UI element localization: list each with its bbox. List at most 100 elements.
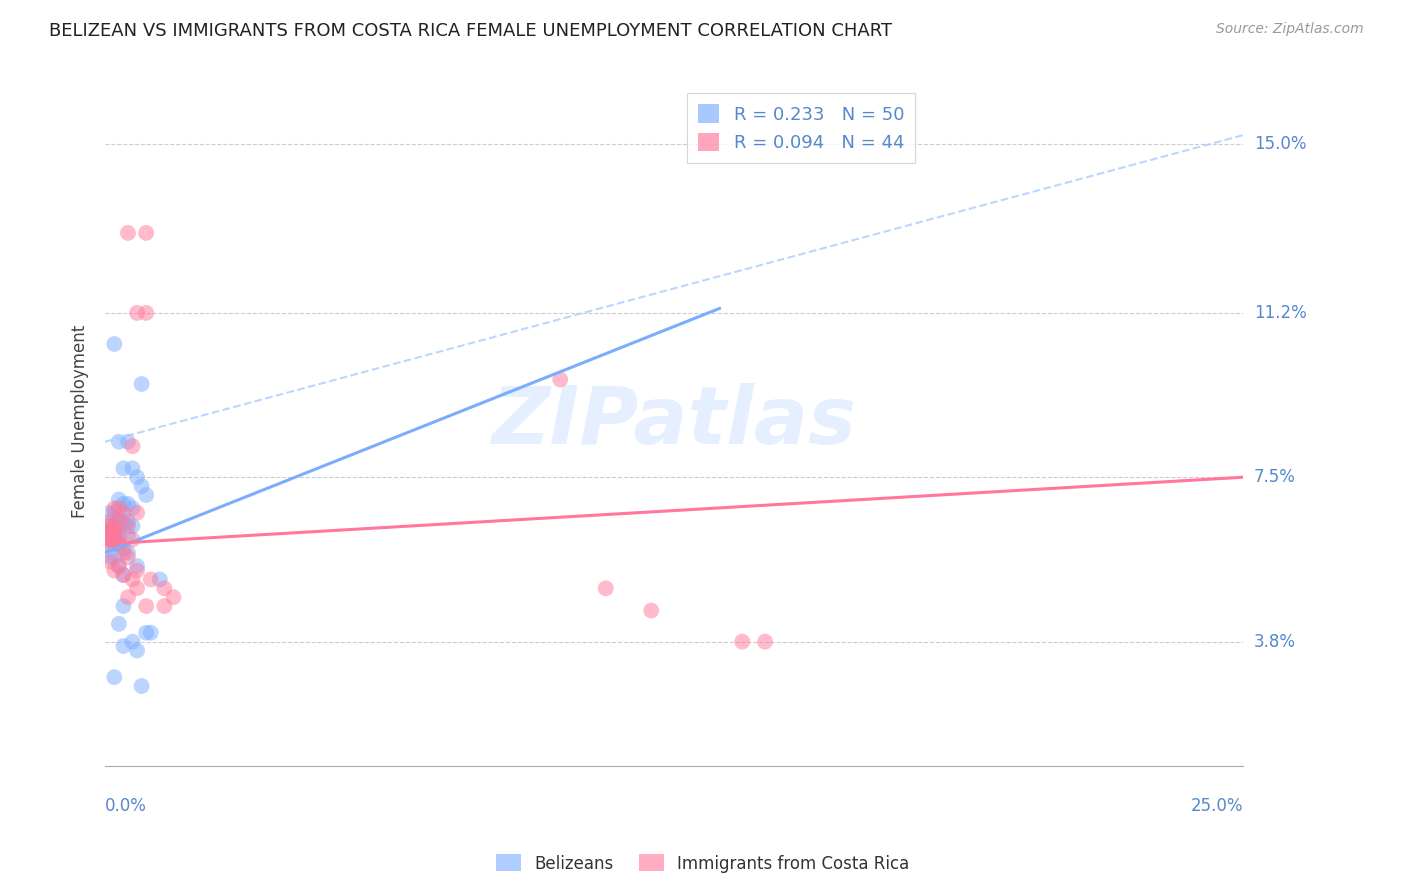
Immigrants from Costa Rica [108, 501, 131, 516]
Text: 0.0%: 0.0% [105, 797, 148, 814]
Immigrants from Costa Rica [121, 533, 143, 547]
Belizeans [117, 546, 139, 560]
Belizeans [149, 573, 172, 587]
Immigrants from Costa Rica [108, 515, 131, 529]
Immigrants from Costa Rica [103, 501, 125, 516]
Text: BELIZEAN VS IMMIGRANTS FROM COSTA RICA FEMALE UNEMPLOYMENT CORRELATION CHART: BELIZEAN VS IMMIGRANTS FROM COSTA RICA F… [49, 22, 893, 40]
Immigrants from Costa Rica [103, 533, 125, 547]
Belizeans [108, 559, 131, 574]
Belizeans [121, 519, 143, 533]
Text: 15.0%: 15.0% [1254, 135, 1306, 153]
Belizeans [121, 461, 143, 475]
Belizeans [131, 679, 153, 693]
Belizeans [108, 533, 131, 547]
Belizeans [112, 515, 135, 529]
Belizeans [117, 515, 139, 529]
Belizeans [103, 528, 125, 542]
Belizeans [103, 670, 125, 684]
Text: 3.8%: 3.8% [1254, 632, 1296, 650]
Immigrants from Costa Rica [731, 634, 754, 648]
Immigrants from Costa Rica [153, 582, 176, 596]
Text: 7.5%: 7.5% [1254, 468, 1296, 486]
Immigrants from Costa Rica [153, 599, 176, 613]
Immigrants from Costa Rica [112, 506, 135, 520]
Immigrants from Costa Rica [98, 515, 121, 529]
Belizeans [108, 492, 131, 507]
Belizeans [108, 510, 131, 524]
Text: ZIPatlas: ZIPatlas [492, 383, 856, 461]
Belizeans [125, 470, 148, 484]
Belizeans [112, 599, 135, 613]
Belizeans [121, 501, 143, 516]
Text: Source: ZipAtlas.com: Source: ZipAtlas.com [1216, 22, 1364, 37]
Immigrants from Costa Rica [98, 519, 121, 533]
Immigrants from Costa Rica [108, 559, 131, 574]
Immigrants from Costa Rica [98, 528, 121, 542]
Belizeans [98, 528, 121, 542]
Belizeans [112, 541, 135, 556]
Belizeans [112, 568, 135, 582]
Immigrants from Costa Rica [103, 519, 125, 533]
Belizeans [108, 616, 131, 631]
Belizeans [131, 376, 153, 391]
Text: 25.0%: 25.0% [1191, 797, 1243, 814]
Legend: Belizeans, Immigrants from Costa Rica: Belizeans, Immigrants from Costa Rica [489, 847, 917, 880]
Immigrants from Costa Rica [98, 555, 121, 569]
Belizeans [98, 537, 121, 551]
Belizeans [117, 528, 139, 542]
Immigrants from Costa Rica [117, 226, 139, 240]
Immigrants from Costa Rica [754, 634, 776, 648]
Immigrants from Costa Rica [112, 568, 135, 582]
Immigrants from Costa Rica [112, 546, 135, 560]
Belizeans [125, 559, 148, 574]
Immigrants from Costa Rica [117, 519, 139, 533]
Text: 11.2%: 11.2% [1254, 304, 1306, 322]
Belizeans [98, 506, 121, 520]
Belizeans [103, 506, 125, 520]
Belizeans [103, 519, 125, 533]
Immigrants from Costa Rica [139, 573, 162, 587]
Immigrants from Costa Rica [548, 372, 571, 386]
Immigrants from Costa Rica [125, 582, 148, 596]
Belizeans [103, 550, 125, 565]
Immigrants from Costa Rica [135, 306, 157, 320]
Immigrants from Costa Rica [121, 573, 143, 587]
Immigrants from Costa Rica [103, 524, 125, 538]
Belizeans [98, 550, 121, 565]
Immigrants from Costa Rica [135, 226, 157, 240]
Immigrants from Costa Rica [640, 603, 662, 617]
Immigrants from Costa Rica [98, 537, 121, 551]
Immigrants from Costa Rica [162, 591, 184, 605]
Belizeans [117, 434, 139, 449]
Immigrants from Costa Rica [125, 306, 148, 320]
Belizeans [103, 533, 125, 547]
Immigrants from Costa Rica [117, 550, 139, 565]
Belizeans [98, 533, 121, 547]
Immigrants from Costa Rica [135, 599, 157, 613]
Immigrants from Costa Rica [117, 591, 139, 605]
Immigrants from Costa Rica [125, 506, 148, 520]
Belizeans [103, 537, 125, 551]
Immigrants from Costa Rica [103, 564, 125, 578]
Belizeans [131, 479, 153, 493]
Belizeans [125, 643, 148, 657]
Immigrants from Costa Rica [121, 439, 143, 453]
Belizeans [112, 639, 135, 653]
Immigrants from Costa Rica [108, 537, 131, 551]
Belizeans [135, 625, 157, 640]
Immigrants from Costa Rica [98, 524, 121, 538]
Belizeans [108, 537, 131, 551]
Belizeans [108, 434, 131, 449]
Legend: R = 0.233   N = 50, R = 0.094   N = 44: R = 0.233 N = 50, R = 0.094 N = 44 [688, 94, 915, 162]
Belizeans [108, 524, 131, 538]
Belizeans [139, 625, 162, 640]
Belizeans [117, 497, 139, 511]
Immigrants from Costa Rica [595, 582, 617, 596]
Immigrants from Costa Rica [98, 533, 121, 547]
Belizeans [112, 497, 135, 511]
Belizeans [121, 634, 143, 648]
Immigrants from Costa Rica [108, 528, 131, 542]
Belizeans [135, 488, 157, 502]
Belizeans [103, 524, 125, 538]
Immigrants from Costa Rica [103, 528, 125, 542]
